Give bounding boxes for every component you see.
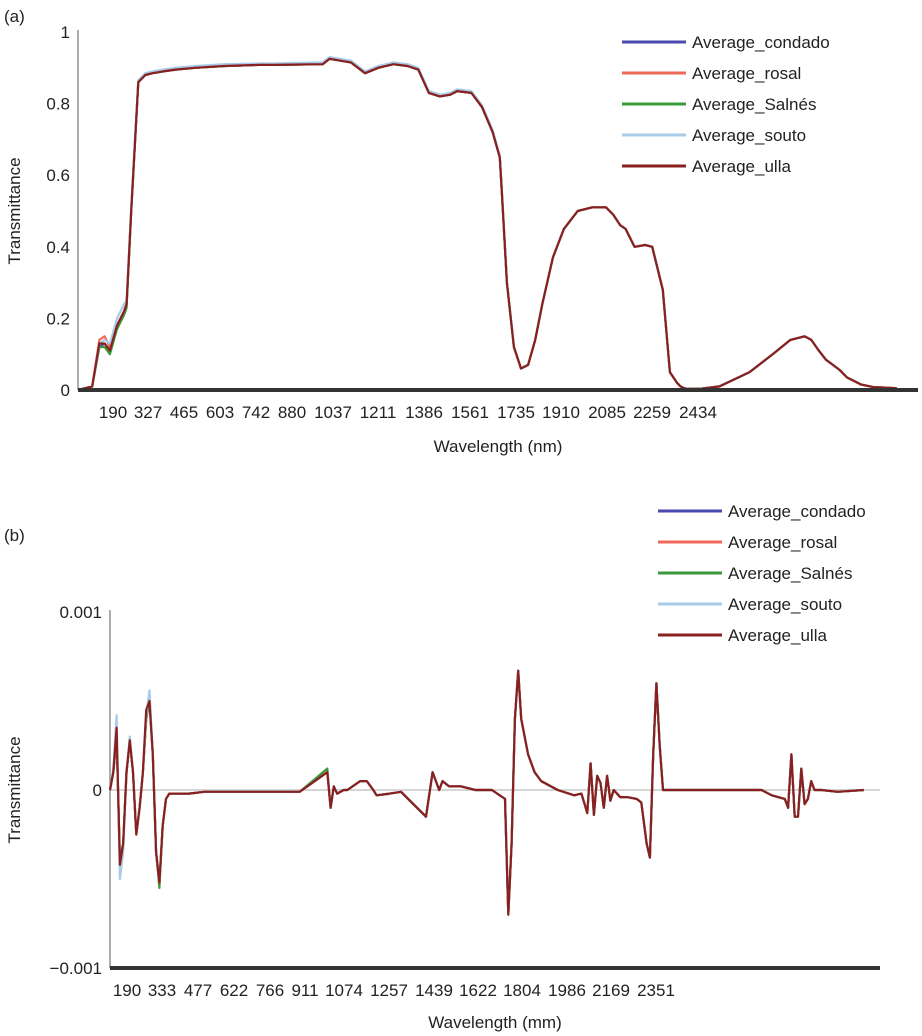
x-tick-label: 190 bbox=[99, 403, 127, 422]
x-tick-label: 1074 bbox=[325, 981, 363, 1000]
x-tick-label: 2259 bbox=[633, 403, 671, 422]
x-tick-label: 2434 bbox=[679, 403, 717, 422]
y-axis-label: Transmittance bbox=[5, 157, 24, 264]
legend-label: Average_ulla bbox=[728, 626, 827, 645]
x-tick-label: 742 bbox=[242, 403, 270, 422]
legend-label: Average_rosal bbox=[728, 533, 837, 552]
x-tick-label: 2351 bbox=[637, 981, 675, 1000]
y-tick-label: 0.2 bbox=[46, 309, 70, 328]
panel-label: (b) bbox=[4, 526, 25, 545]
y-tick-label: 0.8 bbox=[46, 95, 70, 114]
x-tick-label: 1037 bbox=[314, 403, 352, 422]
x-tick-label: 1561 bbox=[451, 403, 489, 422]
legend-label: Average_Salnés bbox=[728, 564, 852, 583]
y-tick-label: 0 bbox=[61, 381, 70, 400]
legend-label: Average_souto bbox=[692, 126, 806, 145]
panel-a: (a) 0 0.2 0.4 0.6 0.8 1 190 327 465 603 742 880 1037 1… bbox=[4, 7, 918, 456]
x-axis-label: Wavelength (nm) bbox=[434, 437, 563, 456]
y-tick-label: 0 bbox=[93, 781, 102, 800]
legend-label: Average_ulla bbox=[692, 157, 791, 176]
x-tick-label: 622 bbox=[220, 981, 248, 1000]
x-tick-label: 477 bbox=[184, 981, 212, 1000]
legend-label: Average_condado bbox=[692, 33, 830, 52]
legend-label: Average_condado bbox=[728, 502, 866, 521]
x-tick-label: 465 bbox=[170, 403, 198, 422]
x-tick-label: 1986 bbox=[548, 981, 586, 1000]
x-tick-label: 2085 bbox=[588, 403, 626, 422]
x-tick-label: 2169 bbox=[592, 981, 630, 1000]
x-tick-label: 333 bbox=[148, 981, 176, 1000]
series-line bbox=[77, 57, 897, 392]
x-tick-label: 1622 bbox=[459, 981, 497, 1000]
x-tick-label: 1439 bbox=[415, 981, 453, 1000]
panel-label: (a) bbox=[4, 7, 25, 26]
x-tick-label: 1211 bbox=[360, 403, 397, 422]
panel-b: (b) −0.001 0 0.001 190 333 477 622 766 911 1074 125… bbox=[4, 502, 880, 1032]
x-tick-label: 1910 bbox=[542, 403, 580, 422]
x-tick-label: 1804 bbox=[503, 981, 541, 1000]
x-tick-label: 880 bbox=[278, 403, 306, 422]
y-tick-label: 0.001 bbox=[59, 603, 102, 622]
y-tick-label: 0.6 bbox=[46, 166, 70, 185]
x-tick-label: 911 bbox=[291, 981, 318, 1000]
legend-label: Average_souto bbox=[728, 595, 842, 614]
legend-label: Average_rosal bbox=[692, 64, 801, 83]
legend-label: Average_Salnés bbox=[692, 95, 816, 114]
y-tick-label: 1 bbox=[61, 23, 70, 42]
x-tick-label: 603 bbox=[206, 403, 234, 422]
x-tick-label: 327 bbox=[134, 403, 162, 422]
x-tick-label: 1735 bbox=[497, 403, 535, 422]
x-tick-label: 1257 bbox=[370, 981, 408, 1000]
y-tick-label: 0.4 bbox=[46, 238, 70, 257]
x-tick-label: 1386 bbox=[405, 403, 443, 422]
y-axis-label: Transmittance bbox=[5, 736, 24, 843]
series-line bbox=[108, 669, 864, 916]
x-axis-label: Wavelength (mm) bbox=[428, 1013, 562, 1032]
x-tick-label: 190 bbox=[113, 981, 141, 1000]
x-tick-label: 766 bbox=[256, 981, 284, 1000]
y-tick-label: −0.001 bbox=[50, 959, 102, 978]
